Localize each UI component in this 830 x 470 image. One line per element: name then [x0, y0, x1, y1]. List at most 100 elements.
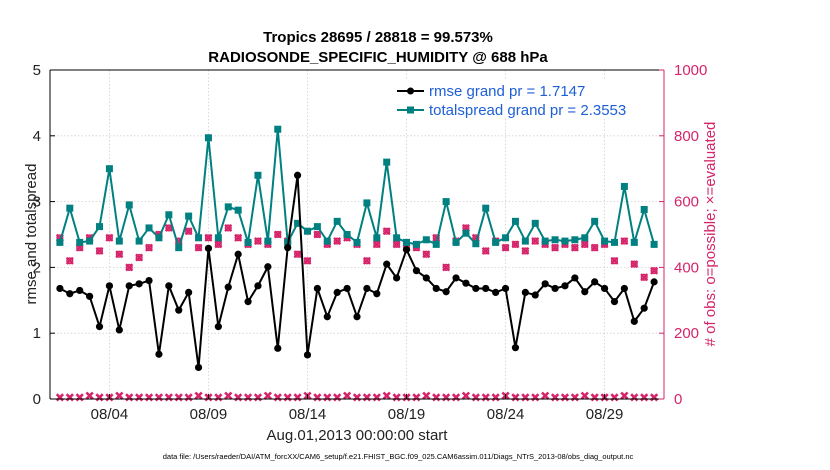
- rmse-point: [175, 306, 183, 314]
- obs-possible-marker: [95, 247, 104, 255]
- obs-possible-marker: [620, 237, 628, 245]
- totalspread-point: [422, 236, 430, 244]
- obs-possible-marker: [591, 244, 599, 252]
- y-right-tick-label: 400: [674, 259, 699, 276]
- obs-evaluated-marker: [342, 391, 352, 400]
- rmse-point: [571, 274, 579, 282]
- totalspread-point: [511, 217, 519, 225]
- totalspread-point: [462, 229, 470, 237]
- obs-possible-marker: [531, 237, 539, 245]
- obs-possible-marker: [393, 240, 401, 248]
- obs-possible-marker: [630, 260, 638, 268]
- obs-evaluated-overlay-marker: [630, 260, 639, 269]
- rmse-point: [630, 317, 638, 325]
- rmse-point: [353, 313, 361, 321]
- totalspread-point: [135, 237, 143, 245]
- data-marks: [55, 125, 659, 402]
- totalspread-point: [472, 240, 480, 248]
- obs-possible-marker: [254, 237, 262, 245]
- rmse-point: [383, 260, 391, 268]
- obs-evaluated-overlay-marker: [511, 240, 520, 249]
- plot-frame: [49, 69, 665, 400]
- obs-evaluated-overlay-marker: [590, 243, 599, 252]
- obs-evaluated-overlay-marker: [442, 263, 451, 272]
- totalspread-point: [323, 237, 331, 245]
- obs-evaluated-marker: [85, 391, 94, 400]
- rmse-point: [76, 286, 84, 295]
- obs-evaluated-overlay-marker: [303, 256, 312, 265]
- rmse-point: [125, 282, 133, 290]
- totalspread-point: [56, 238, 64, 246]
- rmse-point: [462, 279, 470, 287]
- totalspread-point: [333, 217, 341, 225]
- obs-evaluated-overlay-marker: [521, 246, 530, 255]
- totalspread-point: [86, 237, 94, 245]
- totalspread-point: [303, 227, 311, 235]
- rmse-point: [412, 267, 421, 275]
- totalspread-point: [264, 237, 272, 245]
- obs-evaluated-overlay-marker: [135, 253, 144, 262]
- obs-evaluated-overlay-marker: [214, 240, 223, 249]
- rmse-point: [402, 246, 411, 254]
- obs-evaluated-marker: [620, 391, 629, 400]
- totalspread-point: [204, 134, 212, 142]
- rmse-point: [264, 263, 272, 271]
- obs-evaluated-marker: [461, 391, 471, 400]
- totalspread-point: [353, 238, 361, 246]
- totalspread-point: [492, 238, 500, 246]
- rmse-point: [86, 292, 94, 300]
- legend-totalspread-label: totalspread grand pr = 2.3553: [429, 102, 626, 119]
- rmse-point: [591, 278, 599, 286]
- rmse-point: [56, 284, 64, 293]
- totalspread-point: [76, 238, 84, 246]
- rmse-point: [620, 284, 628, 293]
- legend-rmse-label: rmse grand pr = 1.7147: [429, 83, 585, 100]
- y-tick-label: 5: [33, 62, 41, 79]
- rmse-point: [274, 344, 282, 352]
- obs-evaluated-marker: [580, 391, 589, 400]
- y-ticks-left: 0 1 2 3 4 5: [33, 62, 55, 408]
- rmse-point: [521, 288, 529, 297]
- obs-evaluated-marker: [224, 391, 233, 400]
- rmse-point: [541, 280, 549, 288]
- totalspread-point: [393, 234, 401, 242]
- totalspread-point: [274, 125, 282, 133]
- totalspread-point: [432, 240, 440, 248]
- obs-evaluated-overlay-marker: [125, 263, 134, 272]
- x-ticks: 08/04 08/09 08/14 08/19 08/24 08/29: [91, 394, 623, 423]
- obs-evaluated-overlay-marker: [145, 243, 154, 252]
- legend-totalspread-marker: [407, 106, 414, 114]
- obs-possible-marker: [145, 244, 153, 252]
- totalspread-point: [145, 224, 153, 232]
- totalspread-point: [96, 223, 104, 231]
- rmse-point: [66, 290, 74, 298]
- totalspread-point: [531, 219, 539, 227]
- rmse-point: [333, 288, 341, 297]
- rmse-point: [254, 282, 262, 290]
- x-tick-label: 08/24: [487, 406, 525, 423]
- rmse-point: [234, 250, 242, 258]
- rmse-point: [135, 280, 143, 288]
- rmse-point: [640, 304, 648, 312]
- obs-evaluated-overlay-marker: [65, 256, 74, 265]
- obs-possible-marker: [274, 230, 282, 239]
- y-tick-label: 1: [33, 325, 41, 342]
- obs-evaluated-overlay-marker: [224, 223, 233, 232]
- totalspread-point: [640, 205, 648, 213]
- totalspread-point: [105, 165, 113, 173]
- totalspread-point: [581, 234, 589, 242]
- y-tick-label: 2: [33, 259, 41, 276]
- obs-possible-marker: [333, 237, 341, 245]
- obs-evaluated-overlay-marker: [551, 243, 560, 252]
- totalspread-point: [224, 203, 232, 211]
- y-right-tick-label: 200: [674, 325, 699, 342]
- rmse-point: [581, 288, 589, 296]
- y-axis-label-right: # of obs: o=possible; ×=evaluated: [702, 122, 719, 347]
- obs-possible-marker: [66, 257, 74, 265]
- obs-possible-marker: [115, 250, 123, 258]
- totalspread-point: [403, 238, 411, 246]
- totalspread-point: [591, 217, 599, 225]
- totalspread-point: [373, 234, 381, 242]
- obs-possible-marker: [482, 247, 490, 255]
